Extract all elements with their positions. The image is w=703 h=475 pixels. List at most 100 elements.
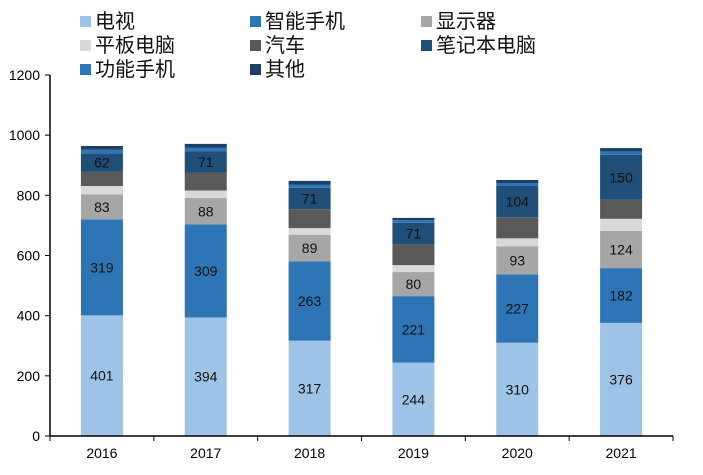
bar-segment [80, 219, 123, 316]
x-tick-label: 2018 [294, 445, 325, 461]
bar-segment [600, 151, 643, 155]
data-label: 394 [194, 369, 218, 385]
x-tick-label: 2016 [86, 445, 117, 461]
data-label: 93 [509, 252, 525, 268]
bar-segment [496, 274, 539, 343]
legend-item-monitor: 显示器 [421, 10, 496, 32]
data-label: 80 [406, 276, 422, 292]
data-label: 150 [609, 169, 633, 185]
bar-segment [184, 143, 227, 148]
bar-segment [496, 179, 539, 183]
bar-segment [600, 268, 643, 323]
bar-segment [392, 217, 435, 221]
data-label: 71 [302, 190, 318, 206]
legend: 电视 智能手机 显示器 平板电脑 汽车 笔记本电脑 功能手机 其他 [0, 0, 703, 80]
x-tick-label: 2021 [606, 445, 637, 461]
bar-segment [184, 151, 227, 173]
bar-segment [184, 190, 227, 199]
legend-item-smartphone: 智能手机 [250, 10, 345, 32]
bar-segment [496, 186, 539, 218]
legend-item-laptop: 笔记本电脑 [421, 34, 536, 56]
y-tick-label: 600 [17, 248, 41, 264]
legend-label: 其他 [265, 57, 305, 81]
data-label: 89 [302, 240, 318, 256]
bar-segment [600, 199, 643, 219]
bar-segment [184, 147, 227, 152]
bar-segment [80, 315, 123, 436]
legend-item-other: 其他 [250, 58, 305, 80]
bar-segment [80, 194, 123, 220]
data-label: 319 [90, 259, 114, 275]
bar-segment [392, 296, 435, 363]
data-label: 83 [94, 199, 110, 215]
data-label: 227 [506, 301, 530, 317]
y-tick-label: 800 [17, 187, 41, 203]
bar-segment [496, 342, 539, 436]
legend-swatch [250, 39, 261, 51]
bar-segment [496, 246, 539, 275]
data-label: 309 [194, 263, 218, 279]
bar-segment [288, 187, 331, 210]
legend-item-feature-phone: 功能手机 [80, 58, 175, 80]
data-label: 182 [609, 288, 633, 304]
data-label: 124 [609, 241, 633, 257]
data-label: 104 [506, 194, 530, 210]
bar-segment [600, 322, 643, 436]
legend-label: 电视 [95, 9, 135, 33]
data-label: 401 [90, 368, 114, 384]
legend-swatch [80, 15, 91, 27]
bar-segment [600, 154, 643, 200]
y-tick-label: 0 [32, 428, 40, 444]
bar-segment [392, 244, 435, 266]
bar-segment [184, 224, 227, 318]
data-label: 263 [298, 293, 322, 309]
bar-segment [600, 218, 643, 231]
y-tick-label: 200 [17, 368, 41, 384]
bar-segment [392, 362, 435, 436]
y-tick-label: 1000 [9, 127, 40, 143]
bar-segment [184, 198, 227, 225]
bar-segment [288, 340, 331, 436]
data-label: 71 [406, 225, 422, 241]
bar-segment [288, 209, 331, 229]
legend-swatch [250, 63, 261, 75]
y-tick-label: 400 [17, 308, 41, 324]
legend-label: 汽车 [265, 33, 305, 57]
legend-swatch [421, 15, 432, 27]
bar-segment [392, 272, 435, 297]
bar-segment [288, 180, 331, 185]
legend-item-tv: 电视 [80, 10, 135, 32]
bar-segment [80, 171, 123, 187]
x-tick-label: 2019 [398, 445, 429, 461]
data-label: 88 [198, 203, 214, 219]
bar-segment [600, 148, 643, 152]
data-label: 244 [402, 391, 426, 407]
legend-swatch [421, 39, 432, 51]
bar-segment [80, 186, 123, 195]
data-label: 221 [402, 321, 426, 337]
data-label: 317 [298, 380, 322, 396]
bar-segment [496, 182, 539, 187]
y-tick-label: 1200 [9, 67, 40, 83]
bar-segment [600, 230, 643, 269]
legend-label: 平板电脑 [95, 33, 175, 57]
data-label: 310 [506, 381, 530, 397]
legend-label: 智能手机 [265, 9, 345, 33]
bar-segment [288, 261, 331, 341]
data-label: 62 [94, 155, 110, 171]
bar-segment [288, 228, 331, 235]
legend-swatch [250, 15, 261, 27]
x-tick-label: 2020 [502, 445, 533, 461]
bars-group [80, 143, 643, 436]
axes-group: 2016 2017 2018 2019 2020 2021 0 200 400 600 800 100… [9, 67, 674, 461]
bar-segment [392, 220, 435, 223]
legend-label: 显示器 [436, 9, 496, 33]
bar-segment [80, 149, 123, 154]
legend-item-tablet: 平板电脑 [80, 34, 175, 56]
legend-swatch [80, 63, 91, 75]
legend-label: 功能手机 [95, 57, 175, 81]
bar-segment [392, 222, 435, 245]
bar-segment [288, 184, 331, 188]
bar-segment [496, 217, 539, 239]
